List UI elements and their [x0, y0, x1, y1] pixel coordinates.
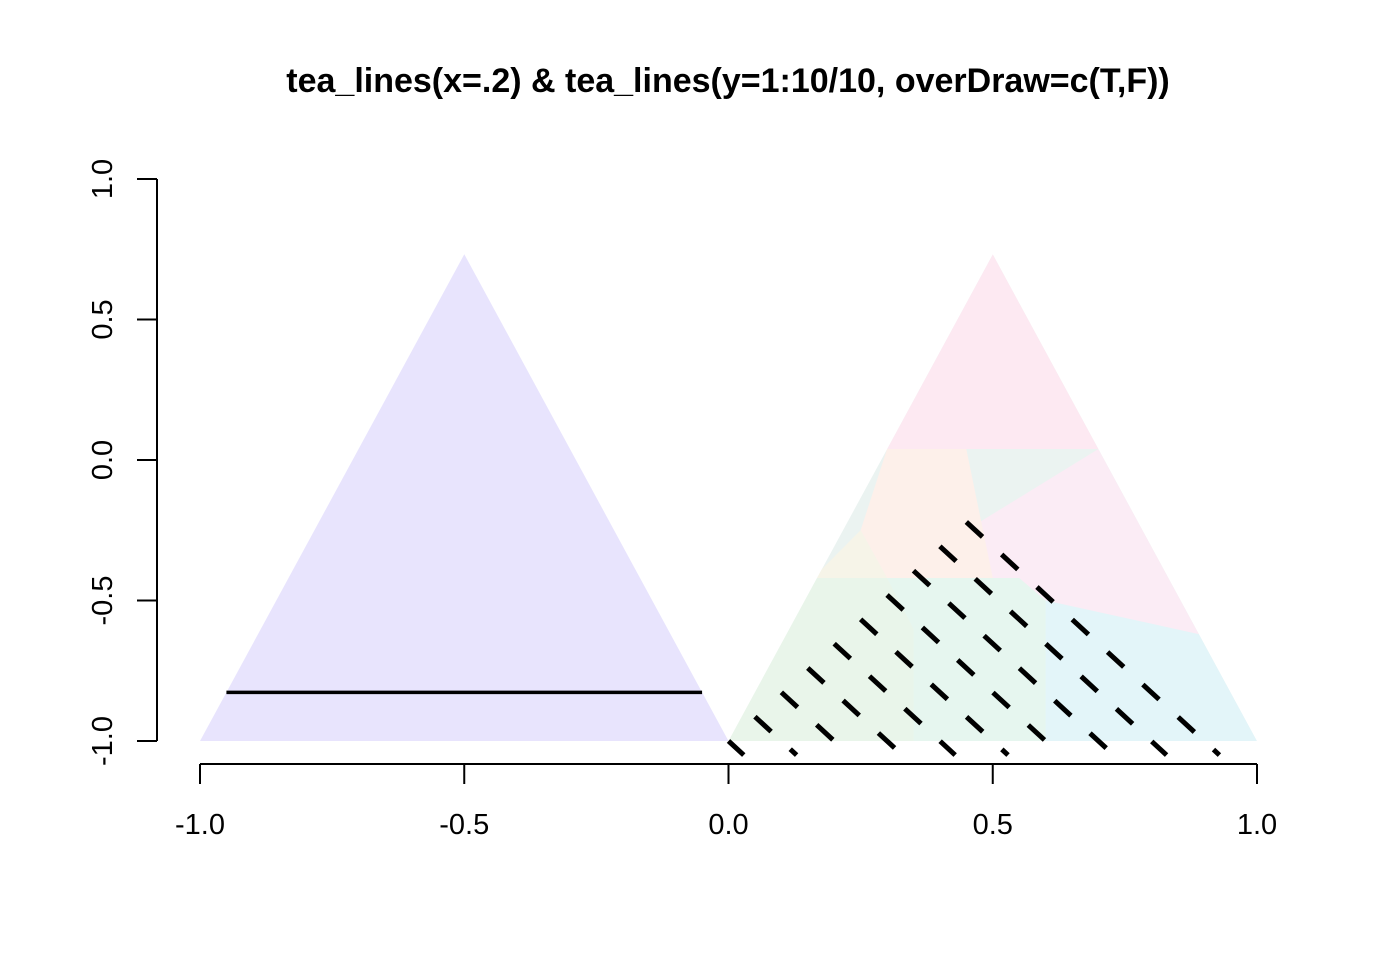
dashed-line-3	[779, 690, 852, 757]
dashed-line-2	[753, 714, 799, 757]
dashed-line-1	[726, 739, 746, 757]
chart-title: tea_lines(x=.2) & tea_lines(y=1:10/10, o…	[286, 62, 1169, 100]
right-triangle-region-6	[1019, 578, 1257, 741]
dashed-line-7	[885, 593, 1063, 757]
dashed-line-9	[938, 544, 1169, 757]
y-axis: -1.0 -0.5 0.0 0.5 1.0	[87, 159, 158, 766]
right-triangle-region-0	[887, 254, 1099, 449]
x-tick-label: 1.0	[1237, 809, 1277, 841]
x-tick-label: -0.5	[439, 809, 489, 841]
x-axis: -1.0 -0.5 0.0 0.5 1.0	[175, 763, 1277, 841]
right-triangle-region-3	[813, 530, 888, 578]
y-tick-label: -1.0	[87, 716, 119, 766]
x-tick-label: 0.5	[973, 809, 1013, 841]
dashed-line-6	[858, 617, 1010, 757]
right-triangle-region-4	[728, 578, 914, 741]
x-tick-label: 0.0	[708, 809, 748, 841]
left-triangle	[200, 254, 729, 742]
y-tick-label: -0.5	[87, 576, 119, 626]
y-tick-label: 0.5	[87, 299, 119, 339]
y-tick-label: 0.0	[87, 440, 119, 480]
y-tick-label: 1.0	[87, 159, 119, 199]
right-triangle-region-2	[860, 449, 993, 578]
dashed-line-10	[964, 520, 1222, 757]
dashed-line-4	[806, 666, 905, 757]
right-triangle-region-5	[887, 578, 1046, 741]
plot-panel	[200, 254, 1257, 757]
x-tick-label: -1.0	[175, 809, 225, 841]
